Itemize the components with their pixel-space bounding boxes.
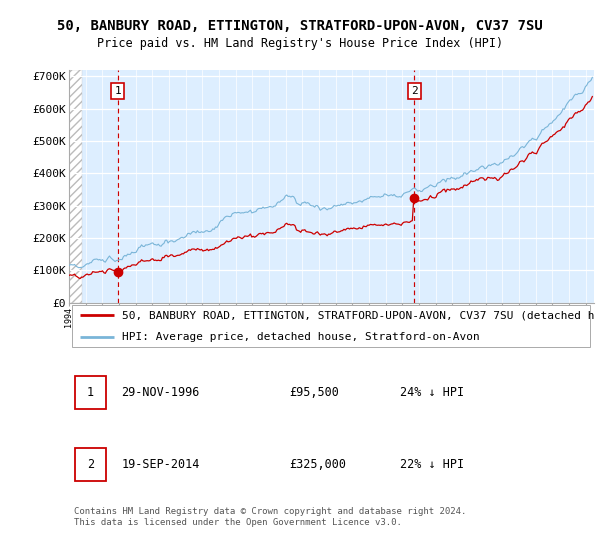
FancyBboxPatch shape bbox=[76, 376, 106, 409]
FancyBboxPatch shape bbox=[71, 305, 590, 347]
Text: 1: 1 bbox=[87, 386, 94, 399]
Text: 24% ↓ HPI: 24% ↓ HPI bbox=[400, 386, 464, 399]
Text: 2: 2 bbox=[411, 86, 418, 96]
Text: 50, BANBURY ROAD, ETTINGTON, STRATFORD-UPON-AVON, CV37 7SU: 50, BANBURY ROAD, ETTINGTON, STRATFORD-U… bbox=[57, 19, 543, 33]
Text: 19-SEP-2014: 19-SEP-2014 bbox=[121, 458, 200, 472]
Text: £95,500: £95,500 bbox=[290, 386, 340, 399]
Text: £325,000: £325,000 bbox=[290, 458, 347, 472]
Text: 50, BANBURY ROAD, ETTINGTON, STRATFORD-UPON-AVON, CV37 7SU (detached house): 50, BANBURY ROAD, ETTINGTON, STRATFORD-U… bbox=[121, 310, 600, 320]
Text: Contains HM Land Registry data © Crown copyright and database right 2024.
This d: Contains HM Land Registry data © Crown c… bbox=[74, 507, 467, 527]
Text: 22% ↓ HPI: 22% ↓ HPI bbox=[400, 458, 464, 472]
Text: 1: 1 bbox=[114, 86, 121, 96]
Text: 2: 2 bbox=[87, 458, 94, 472]
Text: Price paid vs. HM Land Registry's House Price Index (HPI): Price paid vs. HM Land Registry's House … bbox=[97, 37, 503, 50]
FancyBboxPatch shape bbox=[76, 448, 106, 482]
Text: HPI: Average price, detached house, Stratford-on-Avon: HPI: Average price, detached house, Stra… bbox=[121, 332, 479, 342]
Text: 29-NOV-1996: 29-NOV-1996 bbox=[121, 386, 200, 399]
